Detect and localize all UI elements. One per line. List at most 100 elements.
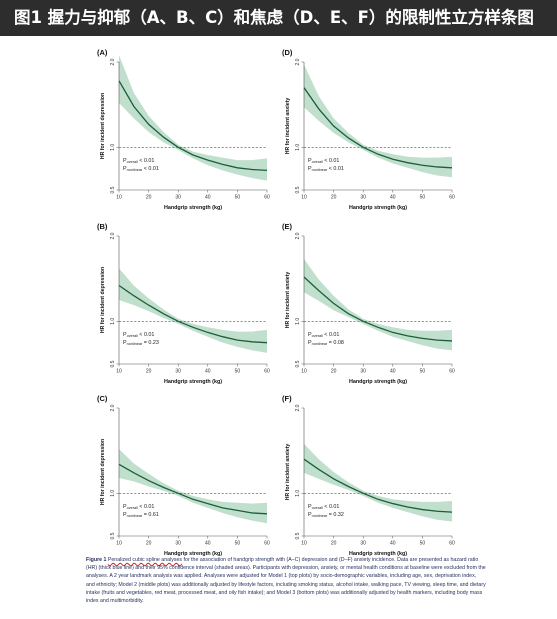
x-tick-label: 60	[264, 541, 270, 547]
x-tick-label: 60	[449, 369, 455, 375]
x-tick-label: 40	[205, 369, 211, 375]
x-axis-label: Handgrip strength (kg)	[349, 551, 407, 556]
x-tick-label: 50	[420, 195, 426, 201]
y-tick-label: 2.0	[295, 404, 301, 411]
x-tick-label: 40	[390, 195, 396, 201]
figure-caption: Figure 1 Penalized cubic spline analyses…	[86, 556, 486, 605]
y-tick-label: 2.0	[295, 232, 301, 239]
chart-panel: (D) 10 20 30 40 50 60 0.5 1.0 2.0 Handgrip strengt…	[282, 48, 455, 211]
panel-label: (F)	[282, 394, 292, 403]
x-tick-label: 20	[146, 541, 152, 547]
chart-panel: (E) 10 20 30 40 50 60 0.5 1.0 2.0 Handgrip strengt…	[282, 222, 455, 385]
x-tick-label: 30	[360, 195, 366, 201]
x-tick-label: 10	[301, 195, 307, 201]
p-overall: Poverall < 0.01	[123, 504, 154, 510]
x-tick-label: 30	[175, 541, 181, 547]
x-axis-label: Handgrip strength (kg)	[164, 551, 222, 556]
confidence-band	[119, 448, 267, 524]
y-tick-label: 0.5	[110, 532, 116, 539]
x-tick-label: 50	[235, 541, 241, 547]
figure-panels: (A) 10 20 30 40 50 60 0.5 1.0 2.0 Handgrip strengt…	[97, 48, 455, 556]
x-tick-label: 50	[420, 369, 426, 375]
y-tick-label: 0.5	[295, 532, 301, 539]
panel-label: (C)	[97, 394, 108, 403]
x-tick-label: 60	[449, 195, 455, 201]
caption-label: Figure 1	[86, 557, 107, 563]
p-nonlinear: Pnonlinear = 0.08	[308, 340, 344, 346]
x-tick-label: 60	[264, 195, 270, 201]
y-axis-label: HR for incident anxiety	[285, 98, 291, 155]
y-axis-label: HR for incident depression	[100, 93, 106, 159]
panel-label: (B)	[97, 222, 108, 231]
x-axis-label: Handgrip strength (kg)	[349, 379, 407, 385]
y-tick-label: 1.0	[295, 144, 301, 151]
x-tick-label: 40	[390, 369, 396, 375]
caption-highlight: Penalized cubic spline analyses	[107, 557, 183, 563]
x-tick-label: 30	[360, 541, 366, 547]
x-tick-label: 10	[116, 369, 122, 375]
x-tick-label: 40	[205, 195, 211, 201]
x-axis-label: Handgrip strength (kg)	[164, 205, 222, 211]
x-tick-label: 20	[146, 369, 152, 375]
x-tick-label: 50	[235, 369, 241, 375]
x-tick-label: 10	[116, 195, 122, 201]
p-overall: Poverall < 0.01	[308, 332, 339, 338]
y-axis-label: HR for incident anxiety	[285, 272, 291, 329]
x-tick-label: 50	[420, 541, 426, 547]
chart-panel: (F) 10 20 30 40 50 60 0.5 1.0 2.0 Handgrip strengt…	[282, 394, 455, 556]
y-axis-label: HR for incident depression	[100, 439, 106, 505]
x-tick-label: 40	[205, 541, 211, 547]
p-nonlinear: Pnonlinear = 0.32	[308, 512, 344, 518]
hr-curve	[118, 284, 268, 344]
panel-label: (E)	[282, 222, 293, 231]
p-nonlinear: Pnonlinear = 0.23	[123, 340, 159, 346]
x-tick-label: 50	[235, 195, 241, 201]
chart-panel: (C) 10 20 30 40 50 60 0.5 1.0 2.0 Handgrip strengt…	[97, 394, 270, 556]
hr-curve	[303, 276, 453, 342]
y-tick-label: 0.5	[110, 186, 116, 193]
y-axis-label: HR for incident depression	[100, 267, 106, 333]
panel-label: (A)	[97, 48, 108, 57]
page-title: 图1 握力与抑郁（A、B、C）和焦虑（D、E、F）的限制性立方样条图	[0, 0, 557, 36]
p-overall: Poverall < 0.01	[308, 158, 339, 164]
x-tick-label: 30	[175, 195, 181, 201]
chart-panel: (B) 10 20 30 40 50 60 0.5 1.0 2.0 Handgrip strengt…	[97, 222, 270, 385]
confidence-band	[119, 268, 267, 353]
x-tick-label: 30	[360, 369, 366, 375]
x-tick-label: 20	[331, 541, 337, 547]
y-tick-label: 1.0	[110, 144, 116, 151]
y-tick-label: 2.0	[110, 58, 116, 65]
x-tick-label: 60	[264, 369, 270, 375]
hr-curve	[303, 87, 453, 169]
y-tick-label: 2.0	[295, 58, 301, 65]
p-overall: Poverall < 0.01	[308, 504, 339, 510]
p-nonlinear: Pnonlinear < 0.01	[308, 166, 344, 172]
x-tick-label: 20	[146, 195, 152, 201]
x-tick-label: 10	[116, 541, 122, 547]
y-tick-label: 1.0	[295, 490, 301, 497]
hr-curve	[118, 463, 268, 515]
x-tick-label: 10	[301, 541, 307, 547]
x-tick-label: 10	[301, 369, 307, 375]
caption-text: for the association of handgrip strength…	[86, 557, 486, 605]
hr-curve	[118, 80, 268, 172]
x-tick-label: 20	[331, 369, 337, 375]
p-nonlinear: Pnonlinear = 0.61	[123, 512, 159, 518]
y-tick-label: 2.0	[110, 404, 116, 411]
x-tick-label: 20	[331, 195, 337, 201]
y-tick-label: 1.0	[110, 318, 116, 325]
x-tick-label: 30	[175, 369, 181, 375]
y-tick-label: 0.5	[110, 360, 116, 367]
y-tick-label: 2.0	[110, 232, 116, 239]
hr-curve	[303, 458, 453, 513]
x-tick-label: 60	[449, 541, 455, 547]
confidence-band	[304, 443, 452, 522]
y-tick-label: 0.5	[295, 360, 301, 367]
x-tick-label: 40	[390, 541, 396, 547]
y-tick-label: 1.0	[295, 318, 301, 325]
y-tick-label: 0.5	[295, 186, 301, 193]
x-axis-label: Handgrip strength (kg)	[164, 379, 222, 385]
p-overall: Poverall < 0.01	[123, 332, 154, 338]
p-overall: Poverall < 0.01	[123, 158, 154, 164]
